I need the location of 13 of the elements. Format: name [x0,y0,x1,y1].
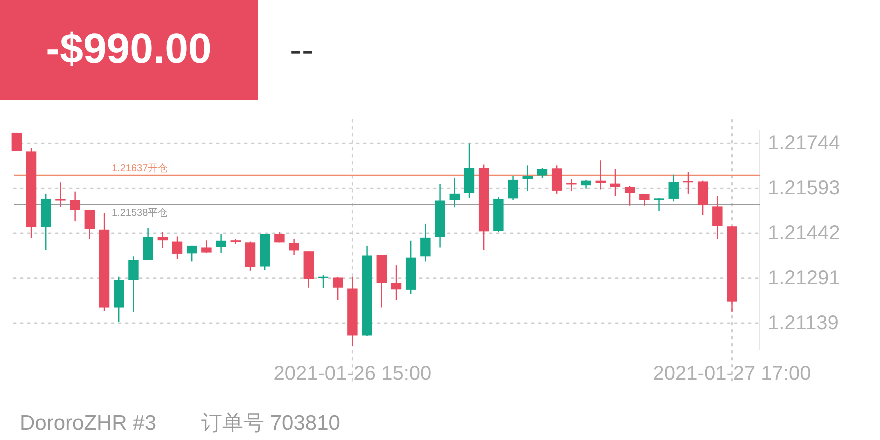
chart-subtitle: -- [290,29,314,70]
text: DororoZHR #3 [20,412,157,435]
y-tick-label: 1.21744 [768,132,840,155]
x-tick-label: 2021-01-26 15:00 [274,363,432,385]
y-tick-label: 1.21139 [768,312,839,335]
x-tick-label: 2021-01-27 17:00 [653,363,812,385]
text: 订单号 703810 [202,412,340,435]
ref-line-label: 1.21637开仓 [112,162,168,174]
y-tick-label: 1.21442 [768,222,840,244]
y-tick-label: 1.21291 [768,267,840,290]
ref-line-label: 1.21538平仓 [112,206,168,219]
chart-title: -$990.00 [46,25,212,72]
y-tick-label: 1.21593 [768,178,840,200]
